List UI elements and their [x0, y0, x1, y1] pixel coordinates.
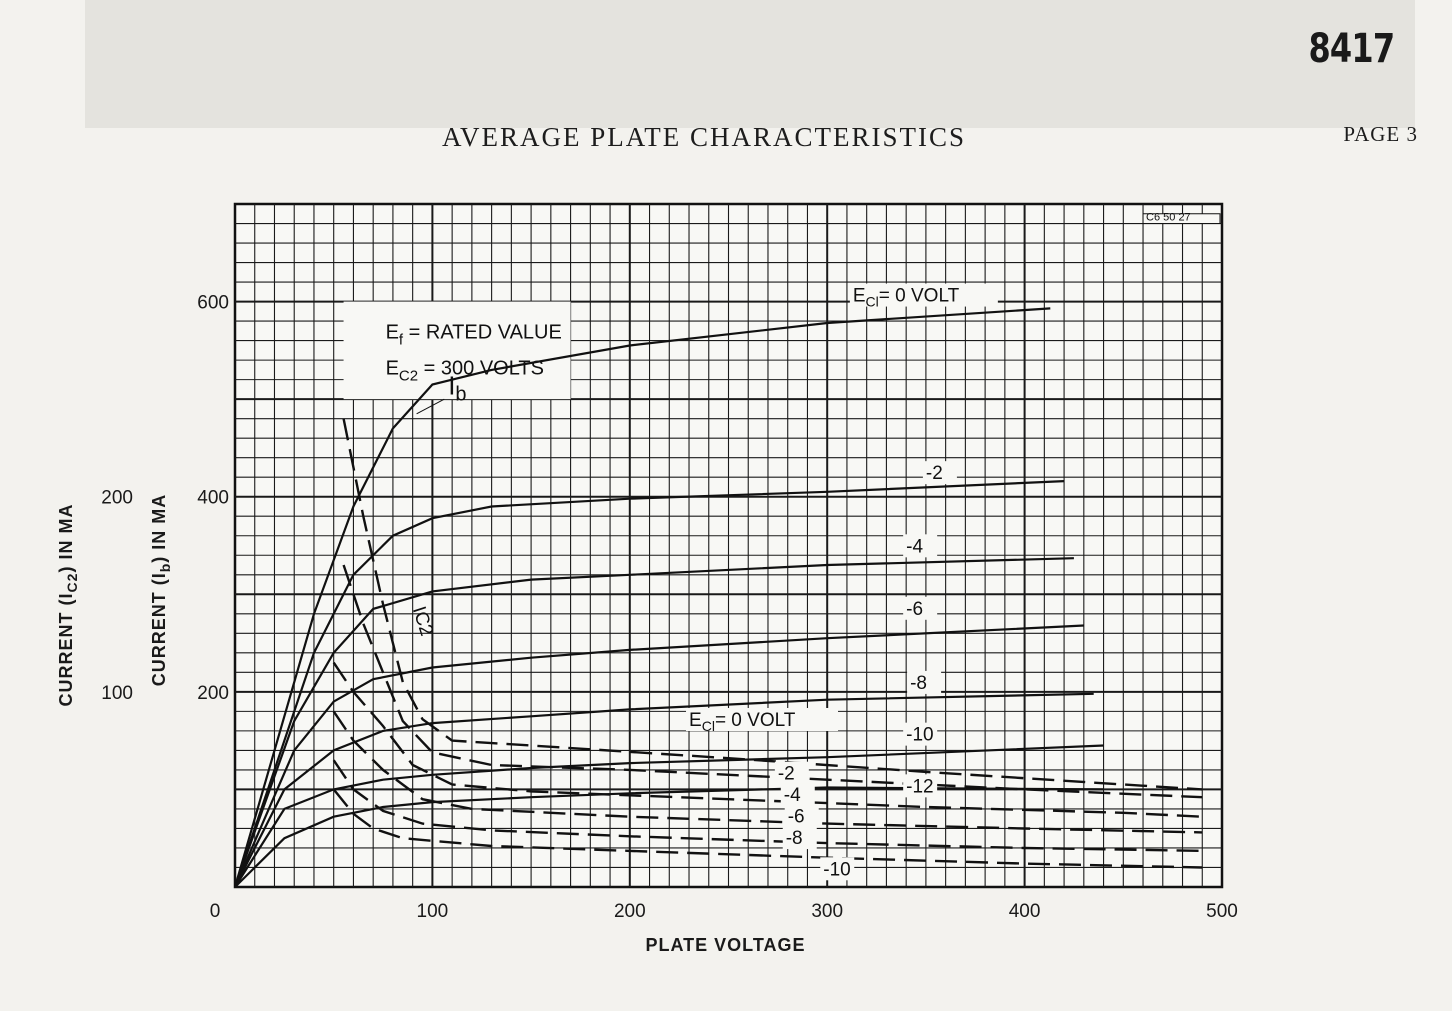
ib-label: Ib — [448, 370, 466, 405]
grid — [233, 202, 1224, 889]
header-band — [85, 0, 1415, 128]
y-tick-ic2: 100 — [101, 683, 133, 704]
page-number: PAGE 3 — [1343, 122, 1418, 146]
x-tick-label: 200 — [614, 901, 646, 922]
screen-label-4: -8 — [786, 828, 803, 849]
x-tick-label: 500 — [1206, 901, 1238, 922]
plate-label-bg-2 — [903, 534, 938, 558]
screen-curve-0 — [342, 418, 1203, 791]
y-tick-ib: 400 — [197, 488, 229, 509]
model-number: 8417 — [1308, 26, 1395, 72]
screen-curve-4 — [332, 759, 1203, 853]
screen-label-bg-1 — [774, 761, 809, 785]
chart-title: AVERAGE PLATE CHARACTERISTICS — [442, 122, 967, 152]
condition-1: EC2 = 300 VOLTS — [386, 358, 544, 385]
screen-curve-5 — [332, 788, 1203, 869]
screen-label-0: ECl= 0 VOLT — [689, 710, 796, 734]
screen-label-bg-2 — [780, 783, 815, 807]
plate-curve-5 — [234, 744, 1104, 888]
y-tick-ib: 200 — [197, 683, 229, 704]
plate-label-bg-5 — [903, 722, 938, 746]
y-tick-ic2: 200 — [101, 488, 133, 509]
plate-curve-4 — [234, 692, 1094, 888]
screen-label-5: -10 — [823, 859, 850, 880]
y-tick-ib: 600 — [197, 293, 229, 314]
plate-label-2: -4 — [906, 536, 923, 557]
plate-label-bg-1 — [922, 461, 957, 485]
chart-id-label: C6 50 27 — [1146, 212, 1191, 224]
ib-leader — [416, 398, 445, 415]
x-tick-label: 300 — [811, 901, 843, 922]
screen-label-1: -2 — [778, 764, 795, 785]
plate-label-1: -2 — [926, 463, 943, 484]
plate-label-bg-6 — [903, 774, 938, 798]
plate-label-bg-4 — [907, 670, 942, 694]
x-tick-label: 400 — [1009, 901, 1041, 922]
plate-label-bg-0 — [849, 283, 998, 307]
conditions-box — [343, 301, 571, 400]
screen-label-2: -4 — [784, 785, 801, 806]
plate-curve-2 — [233, 557, 1074, 888]
plate-curve-1 — [233, 480, 1065, 888]
x-axis-label: PLATE VOLTAGE — [646, 935, 806, 955]
y-axis-label-ic2: CURRENT (IC2) IN MA — [56, 504, 80, 707]
screen-curve-3 — [332, 710, 1203, 834]
plate-label-bg-3 — [903, 596, 938, 620]
screen-label-3: -6 — [788, 807, 805, 828]
x-tick-label: 0 — [210, 901, 221, 922]
plate-curve-0 — [233, 307, 1051, 888]
screen-label-bg-3 — [784, 804, 819, 828]
plate-label-0: ECl= 0 VOLT — [853, 286, 960, 310]
x-tick-label: 100 — [417, 901, 449, 922]
chart-id-box — [1142, 213, 1221, 225]
screen-label-bg-5 — [820, 857, 855, 881]
plate-label-5: -10 — [906, 725, 933, 746]
plate-label-3: -6 — [906, 599, 923, 620]
curves — [233, 307, 1203, 888]
plate-curve-3 — [233, 624, 1084, 888]
screen-label-bg-4 — [782, 826, 817, 850]
screen-curve-2 — [332, 661, 1203, 818]
screen-label-bg-0 — [686, 708, 839, 732]
plate-label-4: -8 — [910, 673, 927, 694]
plate-label-6: -12 — [906, 776, 933, 797]
condition-0: Ef = RATED VALUE — [386, 322, 562, 349]
y-axis-label-ib: CURRENT (Ib) IN MA — [149, 494, 173, 687]
